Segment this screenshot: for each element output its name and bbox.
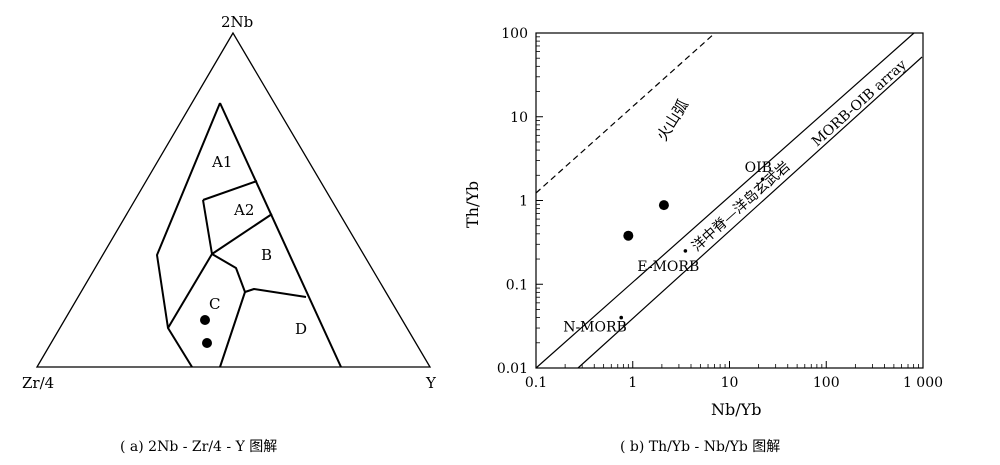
field-label-d: D [295,320,307,338]
y-axis-label: Th/Yb [463,181,482,228]
data-point [623,230,634,241]
apex-left-label: Zr/4 [22,374,54,392]
field-label-a2: A2 [233,201,254,219]
x-tick-label: 1 [628,375,637,391]
apex-right-label: Y [425,374,437,392]
reference-label: N-MORB [563,320,627,336]
x-axis-label: Nb/Yb [711,400,761,419]
x-tick-label: 10 [721,375,739,391]
y-tick-labels: 0.01 0.1 1 10 100 [497,26,528,377]
reference-label: E-MORB [637,259,699,275]
boundary-c-d [219,291,246,368]
axis-ticks [535,32,924,369]
reference-marker [760,177,765,181]
x-tick-label: 1 000 [903,375,943,391]
caption-a: ( a) 2Nb - Zr/4 - Y 图解 [120,439,278,455]
figure: 2Nb Zr/4 Y A1 A2 B C D 0.1 1 10 100 1 000 0.… [22,13,943,419]
reference-marker [683,249,688,253]
x-tick-labels: 0.1 1 10 100 1 000 [525,375,943,391]
reference-label: OIB [745,160,772,176]
array-label: MORB-OIB array [809,57,910,150]
data-point [658,200,669,211]
field-boundary-right [219,102,342,368]
field-label-b: B [261,246,272,264]
x-tick-label: 0.1 [525,375,547,391]
reference-marker [619,315,624,320]
apex-top-label: 2Nb [221,13,253,31]
array-upper-line [535,32,915,369]
ternary-diagram: 2Nb Zr/4 Y A1 A2 B C D [22,13,437,392]
array-label-cn: 洋中脊—洋岛玄武岩 [688,158,793,255]
plot-frame [535,32,924,369]
ternary-triangle [35,31,432,368]
field-label-a1: A1 [211,153,232,171]
ternary-point-2 [202,338,212,348]
boundary-c-left [167,253,213,329]
reference-points: N-MORB E-MORB OIB [563,160,772,335]
y-tick-label: 0.1 [506,277,528,293]
caption-b: ( b) Th/Yb - Nb/Yb 图解 [620,439,781,455]
field-label-c: C [209,295,220,313]
y-tick-label: 10 [510,110,528,126]
arc-boundary-dashed [535,32,716,194]
y-tick-label: 1 [519,194,528,210]
y-tick-label: 100 [501,26,528,42]
data-points [623,200,669,241]
ternary-point-1 [200,315,210,325]
array-lower-line [577,56,923,369]
field-boundary-outer [156,102,221,368]
boundary-a1-a2 [202,180,258,201]
arc-label: 火山弧 [653,96,692,144]
y-tick-label: 0.01 [497,361,528,377]
x-tick-label: 100 [813,375,840,391]
